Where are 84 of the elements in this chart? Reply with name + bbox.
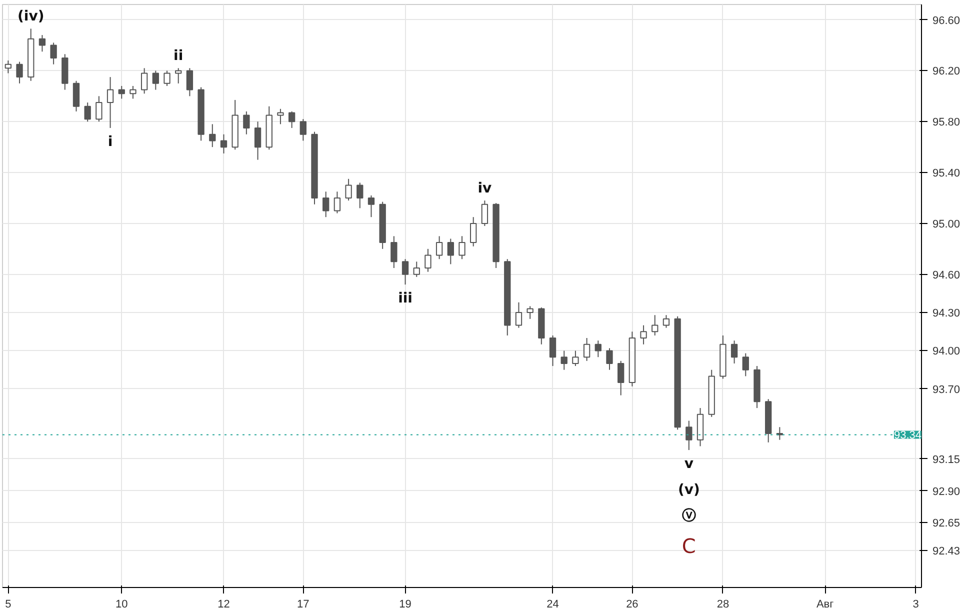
candlestick [686,420,692,451]
x-tick-label: 28 [716,598,730,610]
x-tick-label: 26 [626,598,638,610]
x-tick-label: 10 [116,598,128,610]
candlestick [515,302,522,328]
candlestick [436,236,443,260]
candlestick [164,70,170,86]
annotation: ⓥ [682,508,696,524]
y-tick-label: 96.60 [932,14,960,27]
candlestick [402,258,409,286]
candlestick [277,108,284,125]
candlestick [4,60,12,74]
candlestick [50,42,57,65]
candlestick [594,340,602,358]
y-tick-label: 94.00 [932,346,960,358]
x-tick-label: 5 [5,598,12,610]
candlestick [662,314,670,328]
candlestick [209,124,216,148]
annotation: iii [398,290,412,307]
candlestick [96,96,102,122]
candlestick [560,350,568,370]
candlestick [447,238,454,265]
candlestick [413,261,420,278]
annotation: (v) [678,482,700,498]
candlestick [140,68,148,94]
candlestick [481,200,488,226]
candlestick [300,118,306,142]
candlestick [152,70,160,90]
candlestick [243,110,250,135]
y-tick-label: 92.90 [932,486,960,498]
y-tick-label: 92.43 [932,546,960,558]
annotation: (iv) [18,8,44,25]
candlestick [118,85,125,100]
ref-line-label: 93.34 [894,430,922,442]
candlestick [424,248,432,272]
candlestick [742,352,749,377]
candlestick [458,236,466,260]
x-tick-label: 12 [218,598,230,610]
candlestick [322,191,330,218]
y-tick-label: 93.15 [932,454,960,466]
x-tick-label: 3 [912,598,919,610]
candlestick [606,348,613,370]
candlestick [730,340,738,364]
candlestick [470,216,477,247]
candlestick [640,324,647,345]
candlestick [38,34,46,52]
candlestick [356,182,364,209]
candlestick [130,85,136,100]
annotation: C [682,534,696,558]
candlestick [175,68,182,84]
candlestick [288,110,296,128]
candlestick [652,314,658,336]
candlestick [368,194,375,218]
x-tick-label: 19 [399,598,412,610]
y-tick-label: 95.00 [932,218,960,230]
candlestick [106,76,114,128]
x-tick-label: Авг [816,598,834,610]
y-tick-label: 95.80 [932,116,960,129]
annotation: i [108,134,113,150]
x-tick-label: 17 [297,598,310,610]
annotation: iv [478,180,492,197]
y-tick-label: 94.30 [932,308,960,320]
candlestick [526,306,534,320]
candlestick [572,350,579,367]
candlestick [186,68,194,97]
candlestick [16,61,23,84]
x-tick-label: 24 [546,598,559,610]
candlestick [618,360,624,396]
y-tick-label: 95.40 [932,168,960,180]
candlestick [549,334,556,367]
y-tick-label: 94.60 [932,269,960,282]
candlestick [72,80,80,112]
candlestick [220,134,228,154]
candlestick [345,178,352,202]
candlestick [390,236,398,268]
candlestick [254,121,262,160]
y-tick-label: 93.70 [932,384,960,396]
candlestick [334,191,341,214]
candlestick [84,102,91,122]
annotation: ii [174,48,184,64]
annotation: v [684,456,694,472]
candlestick [583,338,590,362]
y-tick-label: 96.20 [932,66,960,78]
y-tick-label: 92.65 [932,518,960,530]
